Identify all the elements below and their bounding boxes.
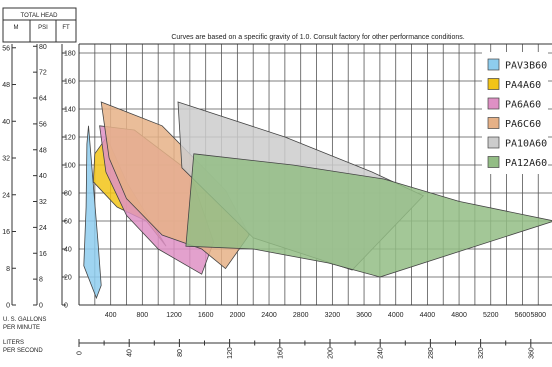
- legend-swatch-pa6a60: [487, 97, 500, 110]
- gpm-tick-label: 1600: [198, 312, 214, 319]
- ft-tick-label: 0: [64, 303, 68, 310]
- psi-tick-label: 40: [39, 173, 47, 180]
- ft-tick-label: 120: [64, 135, 76, 142]
- chart-note: Curves are based on a specific gravity o…: [171, 34, 464, 41]
- m-tick-label: 0: [6, 303, 10, 310]
- psi-tick-label: 72: [39, 70, 47, 77]
- legend-label-pav3b60: PAV3B60: [505, 61, 547, 72]
- ft-tick-label: 20: [64, 275, 72, 282]
- lps-tick-label: 280: [428, 347, 435, 359]
- ft-tick-label: 100: [64, 163, 76, 170]
- legend-swatch-pav3b60: [487, 58, 500, 71]
- gpm-tick-label: 3200: [325, 312, 341, 319]
- gpm-tick-label: 1200: [166, 312, 182, 319]
- m-tick-label: 8: [6, 266, 10, 273]
- header-unit-m: M: [14, 25, 19, 31]
- x-label-gpm-line1: U. S. GALLONS: [3, 317, 46, 323]
- gpm-tick-label: 3600: [356, 312, 372, 319]
- m-tick-label: 32: [2, 156, 10, 163]
- psi-tick-label: 16: [39, 251, 47, 258]
- legend-label-pa4a60: PA4A60: [505, 80, 541, 91]
- psi-tick-label: 48: [39, 147, 47, 154]
- legend-label-pa6c60: PA6C60: [505, 119, 541, 130]
- x-label-lps-line1: LITERS: [3, 340, 24, 346]
- ft-tick-label: 80: [64, 191, 72, 198]
- gpm-tick-label: 2000: [230, 312, 246, 319]
- m-tick-label: 48: [2, 82, 10, 89]
- gpm-tick-label: 5800: [530, 312, 546, 319]
- m-tick-label: 40: [2, 119, 10, 126]
- lps-tick-label: 240: [378, 347, 385, 359]
- x-label-lps-line2: PER SECOND: [3, 348, 43, 354]
- gpm-tick-label: 4800: [451, 312, 467, 319]
- legend-swatch-pa4a60: [487, 78, 500, 90]
- x-label-gpm-line2: PER MINUTE: [3, 325, 40, 331]
- legend-background: [482, 52, 548, 174]
- m-tick-label: 16: [2, 229, 10, 236]
- series-area-pa12a60: [185, 153, 552, 278]
- psi-tick-label: 56: [39, 121, 47, 128]
- gpm-tick-label: 5200: [483, 312, 499, 319]
- header-box: [2, 7, 77, 43]
- ft-tick-label: 180: [64, 51, 76, 58]
- gpm-tick-label: 4000: [388, 312, 404, 319]
- legend: PAV3B60 PA4A60 PA6A60 PA6C60 PA10A60 PA12A60: [482, 52, 548, 174]
- lps-tick-label: 80: [177, 349, 184, 357]
- header-unit-psi: PSI: [38, 25, 48, 31]
- ft-tick-label: 60: [64, 219, 72, 226]
- header-unit-ft: FT: [62, 25, 70, 31]
- legend-swatch-pa6c60: [487, 117, 500, 129]
- ft-tick-label: 40: [64, 247, 72, 254]
- psi-tick-label: 80: [39, 44, 47, 51]
- ft-tick-label: 160: [64, 79, 76, 86]
- gpm-tick-label: 5600: [515, 312, 531, 319]
- series-area-pav3b60: [83, 125, 102, 300]
- m-tick-label: 56: [2, 45, 10, 52]
- axes: 0204060801001201401601800816243240485664…: [2, 43, 552, 359]
- gpm-tick-label: 4400: [420, 312, 436, 319]
- psi-tick-label: 32: [39, 199, 47, 206]
- gpm-tick-label: 800: [137, 312, 149, 319]
- legend-swatch-pa12a60: [487, 156, 500, 168]
- legend-label-pa12a60: PA12A60: [505, 158, 547, 169]
- lps-tick-label: 40: [127, 349, 134, 357]
- lps-tick-label: 320: [478, 347, 485, 359]
- psi-tick-label: 0: [39, 303, 43, 310]
- legend-label-pa6a60: PA6A60: [505, 100, 541, 111]
- gpm-tick-label: 400: [105, 312, 117, 319]
- header-title: TOTAL HEAD: [21, 13, 59, 19]
- lps-tick-label: 160: [277, 347, 284, 359]
- legend-label-pa10a60: PA10A60: [505, 139, 547, 150]
- lps-tick-label: 360: [528, 347, 535, 359]
- legend-swatch-pa10a60: [487, 136, 500, 149]
- m-tick-label: 24: [2, 192, 10, 199]
- psi-tick-label: 24: [39, 225, 47, 232]
- ft-tick-label: 140: [64, 107, 76, 114]
- psi-tick-label: 8: [39, 277, 43, 284]
- lps-tick-label: 0: [77, 351, 84, 355]
- gpm-tick-label: 2400: [261, 312, 277, 319]
- lps-tick-label: 200: [328, 347, 335, 359]
- series-areas: [83, 101, 552, 300]
- lps-tick-label: 120: [227, 347, 234, 359]
- gpm-tick-label: 2800: [293, 312, 309, 319]
- psi-tick-label: 64: [39, 96, 47, 103]
